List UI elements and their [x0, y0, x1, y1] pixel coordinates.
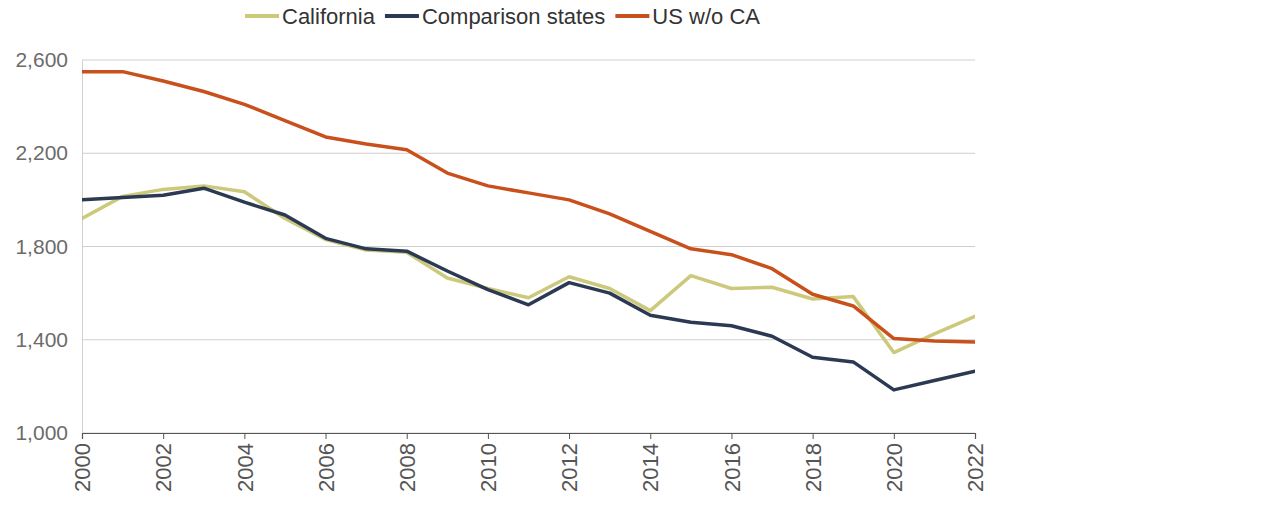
legend: California Comparison states US w/o CA	[245, 4, 760, 29]
x-tick-label: 2012	[557, 443, 582, 492]
y-tick-label: 2,200	[15, 141, 68, 164]
x-tick-mark	[244, 433, 245, 439]
x-tick: 2016	[720, 433, 745, 492]
x-tick-label: 2010	[476, 443, 501, 492]
x-tick-mark	[407, 433, 408, 439]
y-tick-label: 2,600	[15, 48, 68, 71]
x-tick-label: 2008	[395, 443, 420, 492]
y-tick-label: 1,400	[15, 328, 68, 351]
legend-swatch	[385, 14, 419, 18]
x-tick: 2000	[70, 433, 95, 492]
x-tick-label: 2002	[151, 443, 176, 492]
legend-label: California	[282, 4, 376, 29]
y-tick: 1,000	[15, 421, 82, 444]
series-line	[82, 188, 975, 390]
x-tick-label: 2018	[801, 443, 826, 492]
x-tick: 2006	[314, 433, 339, 492]
legend-item: California	[245, 4, 376, 29]
y-tick: 1,400	[15, 328, 82, 351]
legend-swatch	[615, 14, 649, 18]
y-tick: 1,800	[15, 235, 82, 258]
x-tick-mark	[488, 433, 489, 439]
series-line	[82, 186, 975, 353]
legend-label: US w/o CA	[652, 4, 760, 29]
x-tick-label: 2004	[233, 443, 258, 492]
x-tick: 2018	[801, 433, 826, 492]
x-tick-mark	[650, 433, 651, 439]
y-tick-label: 1,000	[15, 421, 68, 444]
x-tick: 2012	[557, 433, 582, 492]
x-tick: 2002	[151, 433, 176, 492]
x-tick: 2014	[638, 433, 663, 492]
x-tick-label: 2020	[882, 443, 907, 492]
legend-swatch	[245, 14, 279, 18]
x-axis: 2000 2002 2004 2006 2008 2010 2012 2014 2016 2018…	[70, 433, 988, 492]
chart: 1,0001,4001,8002,2002,600200020022004200…	[0, 0, 1280, 520]
x-tick-label: 2000	[70, 443, 95, 492]
x-tick-mark	[894, 433, 895, 439]
x-axis-line	[83, 434, 976, 440]
x-tick: 2004	[233, 433, 258, 492]
grid	[82, 60, 975, 433]
x-tick-mark	[82, 433, 83, 439]
legend-label: Comparison states	[422, 4, 605, 29]
grid-line	[82, 60, 975, 61]
legend-item: Comparison states	[385, 4, 605, 29]
series-line	[82, 72, 975, 342]
grid-line	[82, 246, 975, 247]
x-tick-mark	[326, 433, 327, 439]
x-tick-mark	[569, 433, 570, 439]
y-tick-label: 1,800	[15, 235, 68, 258]
y-tick: 2,600	[15, 48, 82, 71]
grid-line	[82, 339, 975, 340]
x-tick-mark	[731, 433, 732, 439]
x-tick-mark	[163, 433, 164, 439]
x-tick: 2008	[395, 433, 420, 492]
x-tick-mark	[975, 433, 976, 439]
grid-line	[82, 153, 975, 154]
x-tick: 2022	[963, 433, 988, 492]
x-tick-mark	[813, 433, 814, 439]
y-axis-line	[82, 61, 83, 434]
x-tick-label: 2022	[963, 443, 988, 492]
y-axis: 1,000 1,400 1,800 2,200 2,600	[15, 48, 82, 444]
x-tick: 2020	[882, 433, 907, 492]
x-tick: 2010	[476, 433, 501, 492]
legend-item: US w/o CA	[615, 4, 760, 29]
y-tick: 2,200	[15, 141, 82, 164]
x-tick-label: 2006	[314, 443, 339, 492]
plot-area	[82, 72, 975, 390]
x-tick-label: 2014	[638, 443, 663, 492]
x-tick-label: 2016	[720, 443, 745, 492]
